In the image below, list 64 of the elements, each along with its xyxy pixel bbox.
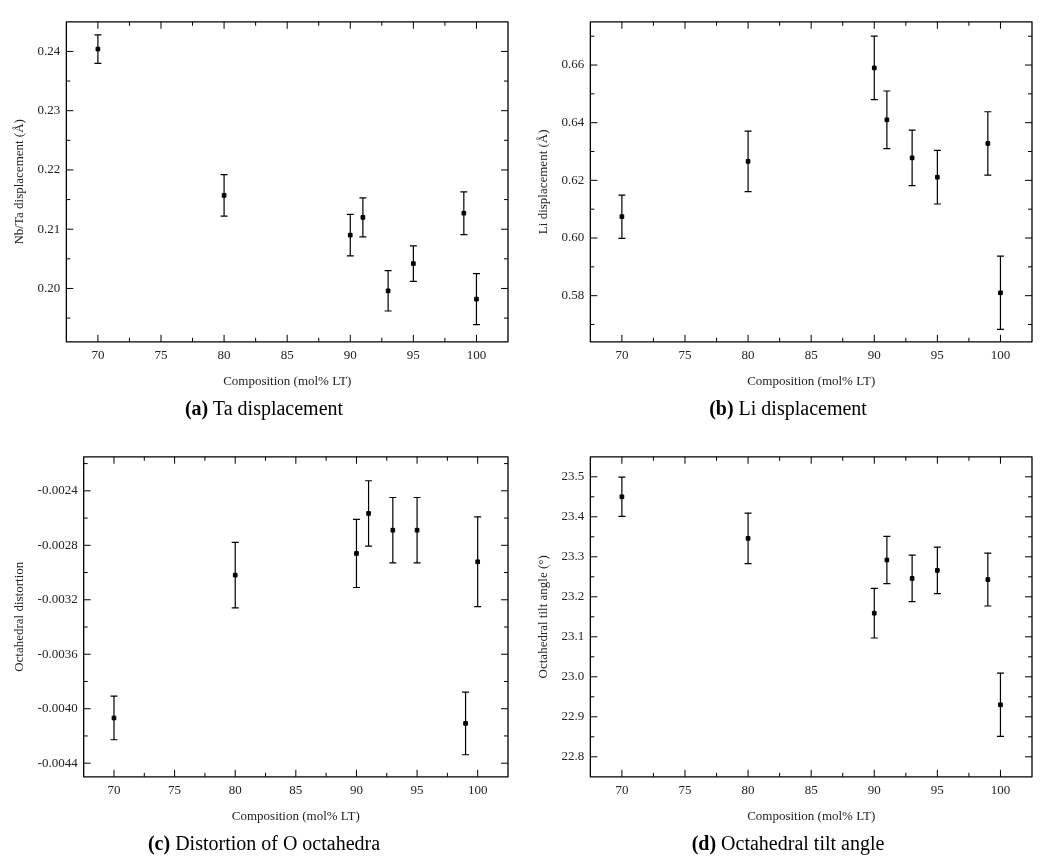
- y-tick-label: 0.21: [37, 220, 61, 236]
- y-tick-label: 23.0: [561, 668, 585, 684]
- y-tick-label: 0.24: [37, 42, 61, 58]
- y-axis-title: Nb/Ta displacement (Å): [11, 119, 27, 245]
- y-tick-label: 0.66: [561, 56, 585, 72]
- y-tick-label: 22.9: [561, 708, 585, 724]
- y-tick-label: 23.2: [561, 588, 585, 604]
- x-tick-label: 80: [228, 782, 242, 798]
- y-axis-title: Li displacement (Å): [535, 129, 551, 235]
- text: (c) Distortion of O octahedra: [147, 832, 381, 854]
- y-tick-label: 23.4: [561, 508, 585, 524]
- x-tick-label: 100: [466, 347, 487, 363]
- x-axis-title: Composition (mol% LT): [747, 372, 876, 388]
- x-tick-label: 90: [343, 347, 357, 363]
- y-tick-label: -0.0040: [37, 700, 78, 716]
- x-tick-label: 85: [280, 347, 294, 363]
- y-tick-label: -0.0032: [37, 591, 78, 607]
- x-tick-label: 75: [678, 782, 692, 798]
- x-tick-label: 85: [289, 782, 303, 798]
- y-axis-title: Octahedral distortion: [11, 561, 27, 672]
- x-tick-label: 75: [678, 347, 692, 363]
- x-tick-label: 90: [867, 347, 881, 363]
- x-tick-label: 95: [406, 347, 420, 363]
- y-tick-label: 22.8: [561, 748, 585, 764]
- y-tick-label: -0.0024: [37, 482, 79, 498]
- text: (d) Octahedral tilt angle: [691, 832, 885, 854]
- text: (b) Li displacement: [709, 397, 867, 419]
- y-tick-label: 23.5: [561, 468, 585, 484]
- y-tick-label: 0.58: [561, 287, 585, 303]
- x-tick-label: 80: [217, 347, 231, 363]
- x-tick-label: 95: [410, 782, 424, 798]
- y-tick-label: 0.64: [561, 114, 585, 130]
- x-tick-label: 85: [804, 782, 818, 798]
- y-tick-label: 0.22: [37, 161, 61, 177]
- y-tick-label: -0.0028: [37, 536, 78, 552]
- x-tick-label: 100: [990, 782, 1011, 798]
- y-axis-title: Octahedral tilt angle (°): [535, 555, 551, 679]
- x-tick-label: 100: [467, 782, 488, 798]
- y-tick-label: 0.20: [37, 279, 61, 295]
- y-tick-label: -0.0044: [37, 754, 79, 770]
- y-tick-label: 23.3: [561, 548, 585, 564]
- x-axis-title: Composition (mol% LT): [747, 807, 876, 823]
- x-tick-label: 70: [107, 782, 121, 798]
- y-tick-label: 0.62: [561, 171, 585, 187]
- x-axis-title: Composition (mol% LT): [223, 372, 352, 388]
- y-tick-label: 23.1: [561, 628, 585, 644]
- x-axis-title: Composition (mol% LT): [231, 807, 360, 823]
- x-tick-label: 70: [615, 347, 629, 363]
- x-tick-label: 95: [930, 347, 944, 363]
- x-tick-label: 75: [154, 347, 168, 363]
- x-tick-label: 95: [930, 782, 944, 798]
- x-tick-label: 80: [741, 347, 755, 363]
- y-tick-label: 0.23: [37, 102, 61, 118]
- x-tick-label: 80: [741, 782, 755, 798]
- y-tick-label: -0.0036: [37, 645, 79, 661]
- x-tick-label: 90: [349, 782, 363, 798]
- x-tick-label: 100: [990, 347, 1011, 363]
- x-tick-label: 75: [168, 782, 182, 798]
- x-tick-label: 70: [91, 347, 105, 363]
- y-tick-label: 0.60: [561, 229, 585, 245]
- x-tick-label: 70: [615, 782, 629, 798]
- text: (a) Ta displacement: [184, 397, 344, 419]
- x-tick-label: 85: [804, 347, 818, 363]
- x-tick-label: 90: [867, 782, 881, 798]
